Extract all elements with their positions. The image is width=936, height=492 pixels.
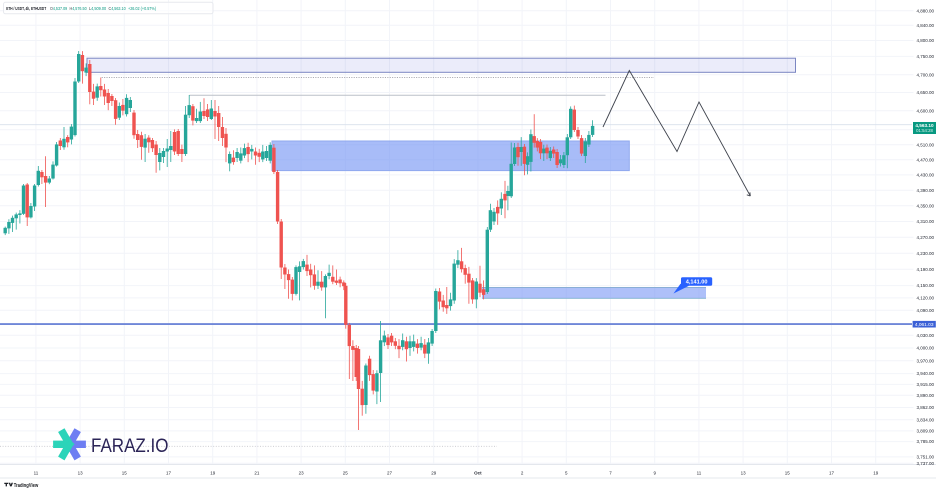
svg-text:FARAZ.IO: FARAZ.IO (91, 436, 169, 457)
svg-text:17: 17 (829, 471, 835, 476)
svg-text:29: 29 (431, 471, 437, 476)
svg-text:4,430.00: 4,430.00 (916, 173, 934, 178)
svg-text:4,750.00: 4,750.00 (916, 54, 934, 59)
svg-text:4,840.00: 4,840.00 (916, 23, 934, 28)
svg-text:4,563.10: 4,563.10 (915, 123, 934, 128)
svg-text:25: 25 (343, 471, 349, 476)
svg-text:4,800.00: 4,800.00 (916, 38, 934, 43)
svg-text:15: 15 (122, 471, 128, 476)
svg-text:9: 9 (653, 471, 656, 476)
svg-text:3,890.00: 3,890.00 (916, 393, 934, 398)
svg-text:Oct: Oct (474, 471, 482, 476)
svg-text:21: 21 (254, 471, 260, 476)
svg-text:17: 17 (166, 471, 172, 476)
svg-text:27: 27 (387, 471, 393, 476)
svg-text:4,090.00: 4,090.00 (916, 308, 934, 313)
svg-text:5: 5 (565, 471, 568, 476)
svg-text:4,190.00: 4,190.00 (916, 267, 934, 272)
svg-text:3,970.00: 3,970.00 (916, 358, 934, 363)
svg-text:4,270.00: 4,270.00 (916, 235, 934, 240)
svg-text:4,350.00: 4,350.00 (916, 203, 934, 208)
svg-text:ETH / USDT, 4h, ETHUSDT: ETH / USDT, 4h, ETHUSDT (6, 6, 46, 11)
svg-text:23: 23 (299, 471, 305, 476)
svg-text:TradingView: TradingView (14, 483, 39, 489)
svg-text:3,751.00: 3,751.00 (916, 455, 934, 460)
svg-text:3,915.00: 3,915.00 (916, 382, 934, 387)
svg-text:01:54:28: 01:54:28 (916, 128, 933, 133)
svg-text:4,310.00: 4,310.00 (916, 219, 934, 224)
svg-text:3,834.00: 3,834.00 (916, 417, 934, 422)
svg-text:11: 11 (34, 471, 39, 476)
svg-text:4,470.00: 4,470.00 (916, 157, 934, 162)
svg-text:19: 19 (210, 471, 216, 476)
svg-text:L4,509.00: L4,509.00 (89, 6, 107, 11)
svg-text:13: 13 (741, 471, 747, 476)
svg-text:3,940.00: 3,940.00 (916, 371, 934, 376)
svg-text:15: 15 (785, 471, 791, 476)
svg-text:4,510.00: 4,510.00 (916, 142, 934, 147)
svg-text:4,000.00: 4,000.00 (916, 346, 934, 351)
svg-text:4,030.00: 4,030.00 (916, 333, 934, 338)
svg-text:19: 19 (873, 471, 879, 476)
svg-text:4,700.00: 4,700.00 (916, 72, 934, 77)
svg-text:3,862.00: 3,862.00 (916, 405, 934, 410)
svg-text:11: 11 (697, 471, 702, 476)
svg-text:C4,563.10: C4,563.10 (109, 6, 127, 11)
svg-text:+26.02 (+0.57%): +26.02 (+0.57%) (128, 6, 157, 11)
svg-text:4,061.03: 4,061.03 (915, 322, 934, 328)
svg-text:3,737.00: 3,737.00 (916, 461, 934, 466)
svg-text:4,141.00: 4,141.00 (686, 280, 708, 286)
svg-text:4,600.00: 4,600.00 (916, 108, 934, 113)
svg-text:3,785.00: 3,785.00 (916, 439, 934, 444)
svg-text:4,150.00: 4,150.00 (916, 283, 934, 288)
svg-text:2: 2 (521, 471, 524, 476)
svg-text:O4,537.09: O4,537.09 (50, 6, 68, 11)
svg-text:7: 7 (609, 471, 612, 476)
svg-text:3,809.00: 3,809.00 (916, 429, 934, 434)
svg-text:4,880.00: 4,880.00 (916, 8, 934, 13)
svg-text:4,650.00: 4,650.00 (916, 90, 934, 95)
svg-text:13: 13 (78, 471, 84, 476)
svg-text:H4,576.50: H4,576.50 (70, 6, 88, 11)
svg-text:4,230.00: 4,230.00 (916, 251, 934, 256)
svg-text:4,390.00: 4,390.00 (916, 188, 934, 193)
svg-text:4,120.00: 4,120.00 (916, 296, 934, 301)
